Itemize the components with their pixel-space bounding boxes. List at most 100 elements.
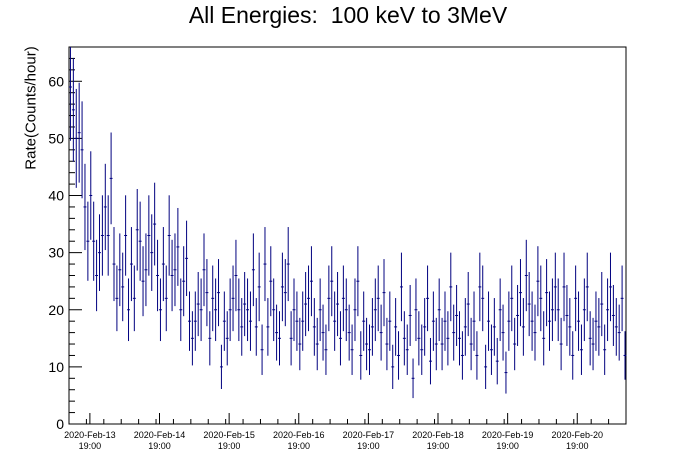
data-point	[501, 304, 505, 361]
data-point	[542, 311, 546, 366]
x-tick-time: 19:00	[357, 441, 380, 451]
data-point	[443, 291, 447, 351]
x-tick-time: 19:00	[79, 441, 102, 451]
data-point	[196, 271, 200, 337]
y-tick-label: 10	[48, 359, 64, 375]
y-tick-label: 20	[48, 302, 64, 318]
data-point	[83, 163, 87, 251]
data-point	[153, 182, 157, 266]
data-point	[405, 324, 409, 375]
data-point	[121, 252, 125, 322]
x-tick-time: 19:00	[287, 441, 310, 451]
data-point	[484, 344, 488, 390]
data-point	[553, 252, 557, 322]
data-point	[399, 252, 403, 322]
x-tick-time: 19:00	[427, 441, 450, 451]
x-tick-date: 2020-Feb-18	[412, 430, 464, 440]
data-point	[510, 265, 514, 332]
data-point	[109, 132, 113, 225]
data-point	[431, 291, 435, 351]
data-point	[286, 227, 290, 302]
data-point	[205, 259, 209, 327]
data-point	[283, 259, 287, 327]
data-point	[95, 239, 99, 312]
data-point	[292, 278, 296, 342]
data-point	[92, 201, 96, 281]
data-point	[269, 246, 273, 317]
data-point	[275, 304, 279, 361]
data-point	[231, 265, 235, 332]
data-point	[144, 233, 148, 307]
data-point	[243, 271, 247, 337]
x-tick-time: 19:00	[148, 441, 171, 451]
x-tick-time: 19:00	[496, 441, 519, 451]
data-point	[434, 317, 438, 371]
data-point	[504, 351, 508, 394]
data-point	[344, 278, 348, 342]
chart-title: All Energies: 100 keV to 3MeV	[188, 2, 508, 28]
data-point	[417, 311, 421, 366]
data-point	[423, 298, 427, 356]
data-point	[234, 239, 238, 312]
data-point	[440, 317, 444, 371]
data-point	[373, 278, 377, 342]
data-point	[219, 344, 223, 390]
data-point	[185, 220, 189, 297]
data-point	[594, 291, 598, 351]
data-point	[507, 291, 511, 351]
data-point	[614, 298, 618, 356]
data-point	[336, 271, 340, 337]
data-point	[228, 278, 232, 342]
data-point	[89, 151, 93, 240]
data-point	[426, 265, 430, 332]
data-point	[199, 278, 203, 342]
data-point	[397, 331, 400, 380]
data-point	[225, 311, 229, 366]
data-point	[408, 284, 412, 346]
data-point	[574, 265, 578, 332]
data-point	[141, 246, 145, 317]
data-point	[550, 278, 554, 342]
data-point	[159, 278, 162, 342]
data-point	[588, 311, 592, 366]
x-tick-date: 2020-Feb-19	[482, 430, 534, 440]
data-point	[472, 291, 476, 351]
data-point	[379, 304, 383, 361]
data-point	[71, 57, 75, 162]
data-point	[307, 265, 310, 332]
data-point	[318, 278, 322, 342]
data-point	[135, 188, 139, 271]
data-point	[170, 239, 174, 312]
data-point	[173, 233, 177, 307]
data-point	[240, 298, 244, 356]
data-point	[487, 291, 490, 351]
data-point	[112, 227, 116, 302]
x-tick-date: 2020-Feb-17	[343, 430, 395, 440]
data-point	[402, 311, 406, 366]
data-point	[452, 304, 456, 361]
y-tick-label: 60	[48, 73, 64, 89]
data-point	[492, 298, 496, 356]
data-point	[208, 311, 212, 366]
data-point	[489, 324, 493, 375]
data-point	[539, 265, 543, 332]
y-tick-label: 0	[56, 416, 64, 432]
data-point	[190, 311, 194, 366]
data-point	[411, 358, 415, 399]
data-point	[347, 304, 351, 361]
data-point	[69, 47, 72, 141]
data-point	[527, 271, 531, 337]
data-point	[420, 324, 424, 375]
data-point	[266, 298, 270, 356]
data-point	[611, 284, 615, 346]
data-point	[449, 252, 453, 322]
data-point	[193, 291, 197, 351]
x-tick-date: 2020-Feb-20	[551, 430, 603, 440]
data-point	[132, 265, 136, 332]
data-point	[458, 311, 461, 366]
data-point	[182, 246, 186, 317]
data-point	[179, 278, 183, 342]
data-point	[559, 317, 563, 371]
data-point	[382, 259, 386, 327]
